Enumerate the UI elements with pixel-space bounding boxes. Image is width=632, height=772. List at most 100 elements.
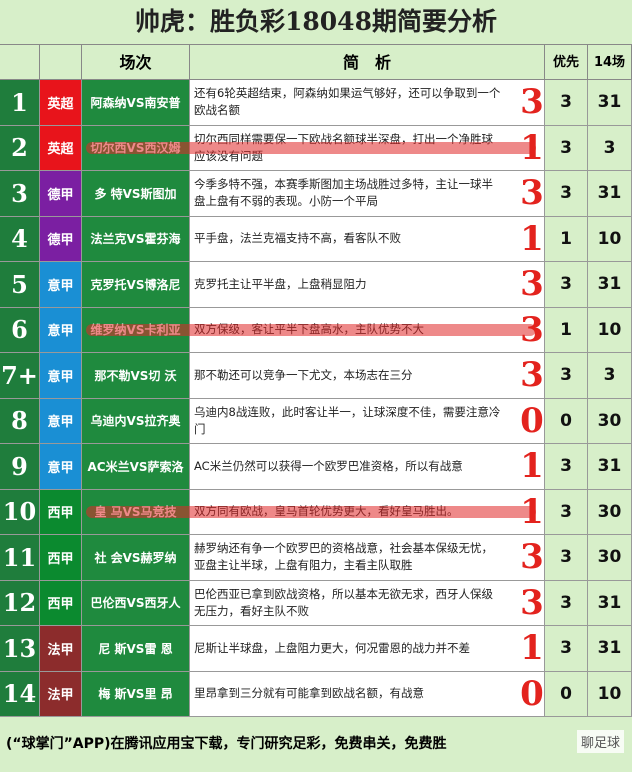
analysis: 那不勒还可以竞争一下尤文，本场志在三分 [190, 353, 545, 399]
league: 德甲 [40, 216, 82, 262]
priority: 0 [545, 671, 588, 717]
row-number: 14 [0, 671, 40, 717]
league: 英超 [40, 80, 82, 126]
row-number: 2 [0, 125, 40, 171]
count: 31 [588, 171, 632, 217]
pick: 1 [520, 628, 544, 668]
count: 31 [588, 444, 632, 490]
league: 法甲 [40, 626, 82, 672]
pick: 3 [520, 355, 544, 395]
match: 梅 斯VS里 昂 [82, 671, 190, 717]
row-number: 4 [0, 216, 40, 262]
row-number: 9 [0, 444, 40, 490]
analysis: 尼斯让半球盘，上盘阻力更大，何况雷恩的战力并不差 [190, 626, 545, 672]
match: 多 特VS斯图加 [82, 171, 190, 217]
row-number: 12 [0, 580, 40, 626]
priority: 3 [545, 125, 588, 171]
pick: 1 [520, 491, 544, 532]
row-number: 5 [0, 262, 40, 308]
match: 法兰克VS霍芬海 [82, 216, 190, 262]
count: 30 [588, 535, 632, 581]
row-number: 6 [0, 307, 40, 353]
analysis: 克罗托主让平半盘，上盘稍显阻力 [190, 262, 545, 308]
pick: 1 [520, 218, 544, 259]
priority: 3 [545, 444, 588, 490]
pick: 3 [520, 309, 544, 350]
row-number: 10 [0, 489, 40, 535]
row-number: 13 [0, 626, 40, 672]
analysis: 今季多特不强，本赛季斯图加主场战胜过多特，主让一球半盘上盘有不弱的表现。小防一个… [190, 171, 545, 217]
pick: 3 [520, 82, 544, 122]
pick: 3 [520, 582, 544, 623]
priority: 3 [545, 489, 588, 535]
analysis: 巴伦西亚已拿到欧战资格，所以基本无欲无求，西牙人保级无压力，看好主队不败 [190, 580, 545, 626]
pick: 3 [520, 173, 544, 213]
pick: 3 [520, 264, 544, 304]
row-number: 1 [0, 80, 40, 126]
match: 尼 斯VS雷 恩 [82, 626, 190, 672]
analysis: AC米兰仍然可以获得一个欧罗巴准资格，所以有战意 [190, 444, 545, 490]
count: 31 [588, 262, 632, 308]
match: 社 会VS赫罗纳 [82, 535, 190, 581]
count: 31 [588, 580, 632, 626]
match: 巴伦西VS西牙人 [82, 580, 190, 626]
watermark: 聊足球 [576, 730, 624, 753]
league: 意甲 [40, 444, 82, 490]
analysis: 平手盘，法兰克福支持不高，看客队不败 [190, 216, 545, 262]
highlight-stroke [86, 324, 536, 337]
priority: 3 [545, 171, 588, 217]
count: 10 [588, 216, 632, 262]
match: 克罗托VS博洛尼 [82, 262, 190, 308]
league: 意甲 [40, 398, 82, 444]
pick: 1 [520, 127, 544, 168]
match: AC米兰VS萨索洛 [82, 444, 190, 490]
header-priority: 优先 [545, 45, 588, 80]
count: 10 [588, 307, 632, 353]
league: 西甲 [40, 489, 82, 535]
priority: 3 [545, 262, 588, 308]
analysis: 赫罗纳还有争一个欧罗巴的资格战意，社会基本保级无忧，亚盘主让半球，上盘有阻力，主… [190, 535, 545, 581]
row-number: 8 [0, 398, 40, 444]
header-match: 场次 [82, 45, 190, 80]
priority: 3 [545, 580, 588, 626]
league: 德甲 [40, 171, 82, 217]
league: 英超 [40, 125, 82, 171]
priority: 3 [545, 626, 588, 672]
count: 31 [588, 80, 632, 126]
count: 30 [588, 398, 632, 444]
pick: 1 [520, 446, 544, 486]
header-analysis: 简 析 [190, 45, 545, 80]
priority: 3 [545, 353, 588, 399]
analysis: 乌迪内8战连败，此时客让半一，让球深度不佳，需要注意冷门 [190, 398, 545, 444]
pick: 0 [520, 673, 544, 714]
count: 10 [588, 671, 632, 717]
priority: 1 [545, 216, 588, 262]
header-blank [40, 45, 82, 80]
match: 阿森纳VS南安普 [82, 80, 190, 126]
priority: 3 [545, 535, 588, 581]
match: 那不勒VS切 沃 [82, 353, 190, 399]
league: 意甲 [40, 353, 82, 399]
priority: 0 [545, 398, 588, 444]
header-blank [0, 45, 40, 80]
league: 意甲 [40, 307, 82, 353]
analysis: 里昂拿到三分就有可能拿到欧战名额，有战意 [190, 671, 545, 717]
league: 西甲 [40, 580, 82, 626]
header-count: 14场 [588, 45, 632, 80]
analysis: 还有6轮英超结束，阿森纳如果运气够好，还可以争取到一个欧战名额 [190, 80, 545, 126]
title: 帅虎：胜负彩18048期简要分析 [0, 0, 632, 45]
row-number: 11 [0, 535, 40, 581]
footer: (“球掌门”APP)在腾讯应用宝下载，专门研究足彩，免费串关，免费胜 [0, 717, 632, 772]
match: 乌迪内VS拉齐奥 [82, 398, 190, 444]
highlight-stroke [86, 506, 536, 519]
league: 西甲 [40, 535, 82, 581]
count: 3 [588, 353, 632, 399]
pick: 3 [520, 537, 544, 577]
league: 法甲 [40, 671, 82, 717]
priority: 3 [545, 80, 588, 126]
highlight-stroke [86, 142, 536, 155]
pick: 0 [520, 400, 544, 441]
row-number: 3 [0, 171, 40, 217]
league: 意甲 [40, 262, 82, 308]
priority: 1 [545, 307, 588, 353]
